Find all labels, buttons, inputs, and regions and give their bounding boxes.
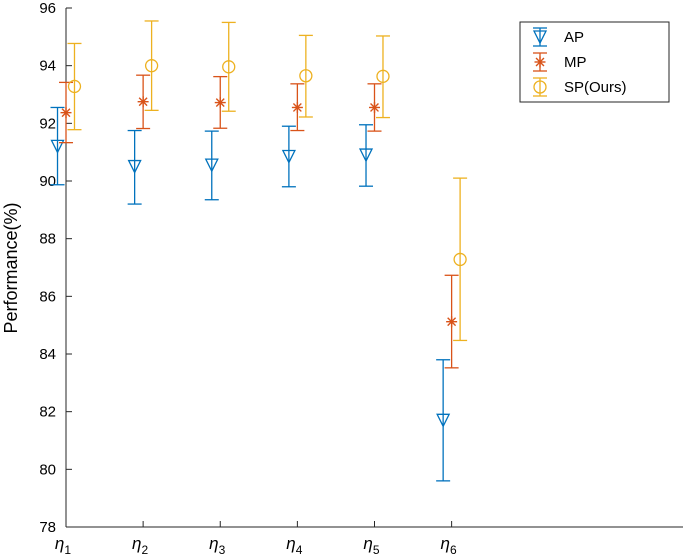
legend-entry: MP	[533, 52, 587, 72]
y-tick-label: 86	[39, 288, 56, 305]
data-point	[453, 252, 467, 267]
data-point	[291, 101, 303, 113]
asterisk-stroke	[447, 317, 457, 327]
y-tick-label: 82	[39, 404, 56, 421]
data-point	[222, 60, 236, 74]
asterisk-stroke	[215, 98, 225, 108]
data-point	[67, 79, 82, 94]
y-tick-label: 92	[39, 115, 56, 132]
legend-marker	[533, 80, 547, 94]
data-point	[127, 159, 142, 175]
legend-marker	[532, 30, 548, 45]
data-point	[144, 59, 159, 73]
legend-label: SP(Ours)	[564, 79, 627, 96]
data-point	[299, 69, 313, 83]
data-point	[60, 107, 72, 119]
asterisk-stroke	[370, 103, 379, 112]
y-axis-title: Performance(%)	[1, 202, 21, 333]
series-ap	[50, 106, 451, 482]
y-tick-label: 80	[39, 461, 56, 478]
legend-label: MP	[564, 54, 587, 71]
legend: AP MP SP(Ours)	[519, 21, 670, 103]
data-point	[446, 316, 458, 328]
x-tick-label: η1	[55, 534, 71, 556]
x-tick-label: η6	[441, 534, 457, 556]
series-mp	[59, 74, 459, 369]
x-tick-label: η4	[286, 534, 302, 556]
asterisk-stroke	[535, 57, 545, 67]
data-point	[137, 96, 149, 108]
x-tick-label: η5	[363, 534, 379, 556]
y-tick-label: 78	[39, 519, 56, 536]
data-point	[214, 97, 226, 109]
asterisk-stroke	[138, 97, 148, 107]
data-point	[281, 149, 296, 164]
legend-marker	[534, 56, 546, 68]
data-point	[358, 148, 374, 163]
legend-entry: SP(Ours)	[533, 77, 627, 97]
y-tick-label: 84	[39, 346, 56, 363]
series-layer	[50, 20, 468, 482]
legend-label: AP	[564, 29, 584, 46]
y-tick-label: 90	[39, 173, 56, 190]
data-point	[369, 101, 380, 113]
data-point	[50, 139, 65, 154]
x-axis: η1 η2 η3 η4 η5 η6	[55, 521, 457, 556]
y-tick-label: 88	[39, 231, 56, 248]
legend-entry: AP	[532, 27, 584, 47]
y-axis: 78 80 82 84 86 88 90 92 94 96	[39, 0, 72, 536]
x-tick-label: η2	[132, 534, 148, 556]
data-point	[204, 158, 219, 173]
asterisk-stroke	[292, 103, 302, 112]
series-sp-ours-	[67, 20, 468, 342]
x-tick-label: η3	[209, 534, 225, 556]
data-point	[436, 413, 451, 428]
data-point	[376, 69, 390, 83]
asterisk-stroke	[61, 108, 71, 118]
y-tick-label: 94	[39, 58, 56, 75]
y-tick-label: 96	[39, 0, 56, 17]
